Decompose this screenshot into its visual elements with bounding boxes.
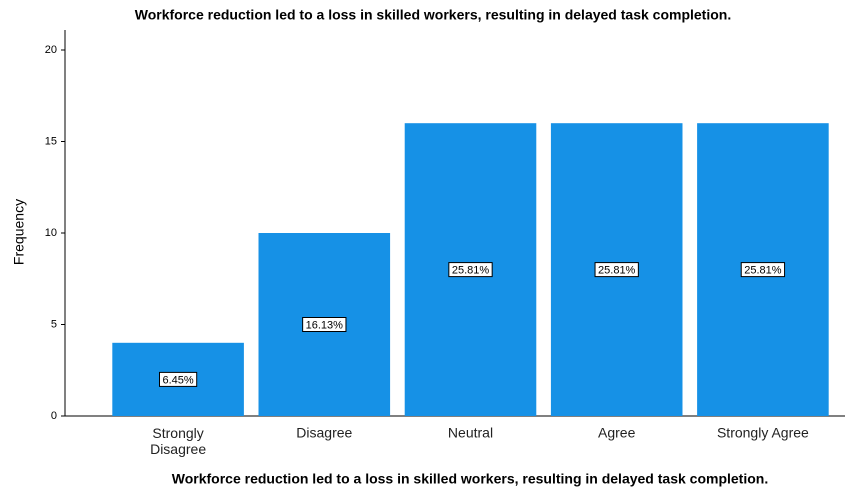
data-label-box xyxy=(740,262,786,278)
x-tick-label: Strongly Disagree xyxy=(150,425,206,457)
data-label-box xyxy=(594,262,639,278)
y-tick-label: 20 xyxy=(45,44,57,56)
y-axis-title: Frequency xyxy=(11,199,27,265)
y-tick-label: 10 xyxy=(45,227,57,239)
chart-title: Workforce reduction led to a loss in ski… xyxy=(135,7,731,23)
x-tick-label: Strongly Agree xyxy=(717,425,809,441)
x-tick-label: Agree xyxy=(598,425,636,441)
x-tick-label: Disagree xyxy=(296,425,352,441)
x-tick-label: Neutral xyxy=(448,425,493,441)
data-label: 6.45% xyxy=(162,374,193,386)
data-label: 25.81% xyxy=(598,265,636,277)
data-label: 25.81% xyxy=(744,265,782,277)
data-label: 16.13% xyxy=(306,319,344,331)
y-tick-label: 5 xyxy=(51,318,57,330)
data-label-box xyxy=(302,317,347,332)
data-label: 25.81% xyxy=(452,265,490,277)
data-label-box xyxy=(158,371,198,387)
data-label-box xyxy=(448,262,493,278)
x-axis-title: Workforce reduction led to a loss in ski… xyxy=(172,471,768,487)
y-tick-label: 0 xyxy=(51,410,57,422)
y-tick-label: 15 xyxy=(45,135,57,147)
